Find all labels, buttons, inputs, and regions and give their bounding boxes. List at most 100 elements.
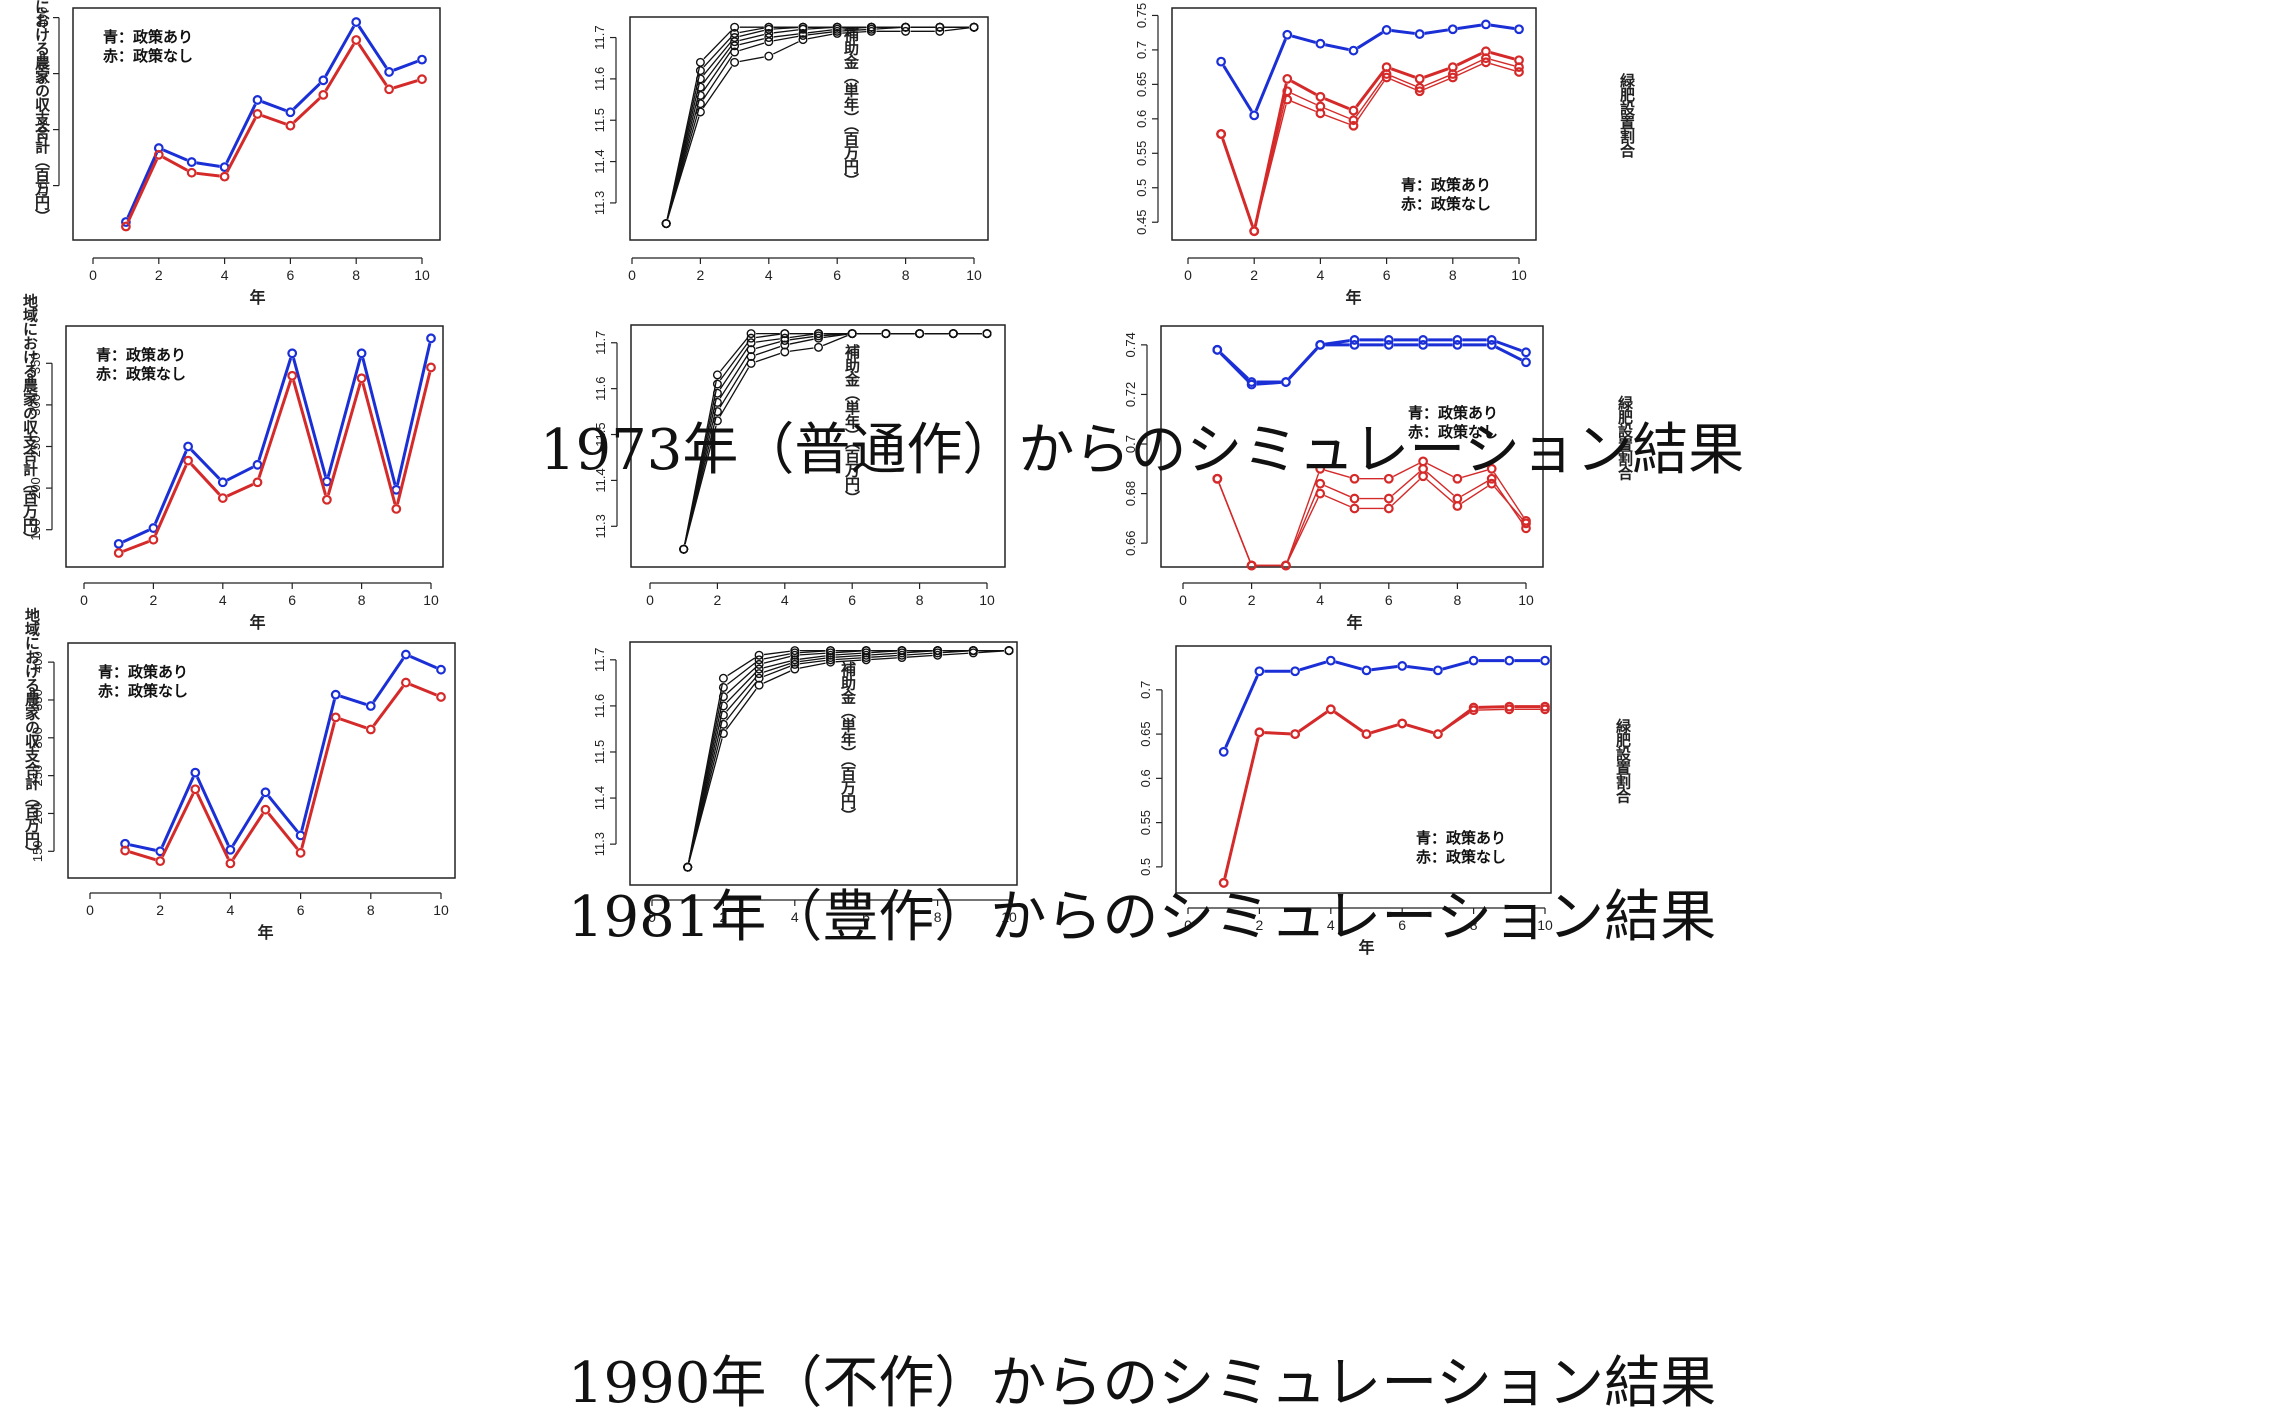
data-point <box>1468 705 1479 716</box>
series-line-segment <box>1493 472 1524 518</box>
data-point <box>1514 62 1524 73</box>
series-line-segment <box>1290 79 1317 96</box>
series-line-segment <box>1490 58 1515 67</box>
series-line-segment <box>1495 340 1522 353</box>
data-point <box>982 329 992 339</box>
x-tick-label: 4 <box>219 592 227 608</box>
y-tick-label: 11.4 <box>593 468 608 492</box>
data-point <box>1315 488 1326 499</box>
data-point <box>712 407 722 417</box>
y-tick-label: 11.7 <box>592 25 607 49</box>
data-point <box>780 335 790 345</box>
data-point <box>1418 471 1428 482</box>
data-point <box>365 724 376 735</box>
series-line-segment <box>122 540 150 553</box>
series-line-segment <box>978 650 1005 654</box>
data-point <box>401 649 411 660</box>
series-line-segment <box>129 850 156 862</box>
series-line-segment <box>739 56 764 63</box>
data-point <box>120 221 131 232</box>
series-line-segment <box>1494 487 1524 521</box>
data-point <box>754 650 764 660</box>
series-line-segment <box>1392 463 1419 478</box>
data-point <box>1514 24 1524 35</box>
data-point <box>1504 655 1515 666</box>
data-point <box>153 149 164 160</box>
data-point <box>260 787 271 798</box>
data-point <box>881 329 891 339</box>
series-line-segment <box>1390 75 1416 87</box>
series-line-segment <box>906 652 933 656</box>
data-point <box>1348 120 1359 131</box>
x-tick-label: 8 <box>352 267 360 283</box>
data-point <box>948 329 958 339</box>
data-point <box>217 493 228 503</box>
series-line-segment <box>726 662 756 685</box>
series-line-segment <box>1222 138 1254 227</box>
x-tick-label: 10 <box>1001 909 1017 925</box>
series-line-segment <box>326 357 362 478</box>
data-point <box>1414 29 1425 39</box>
x-tick-label: 8 <box>1449 267 1457 283</box>
data-point <box>225 858 236 869</box>
y-tick-label: 11.3 <box>592 832 607 856</box>
series-line-segment <box>755 338 780 343</box>
data-point <box>1418 335 1428 345</box>
series-black-4 <box>683 646 1014 872</box>
y-tick-label: 11.5 <box>593 422 608 446</box>
data-point <box>1432 729 1443 739</box>
x-tick-label: 8 <box>358 592 366 608</box>
series-line-segment <box>789 338 814 345</box>
y-axis-label: 地域における農家の収支合計（百万円） <box>21 293 39 546</box>
series-blue-0 <box>120 17 427 227</box>
data-point <box>356 373 367 384</box>
series-line-segment <box>226 482 254 498</box>
data-point <box>695 74 705 84</box>
data-point <box>790 659 800 669</box>
legend-with-policy: 青：政策あり <box>1408 404 1498 422</box>
data-point <box>754 655 764 665</box>
y-tick-label: 0.55 <box>1138 810 1153 835</box>
x-tick-label: 2 <box>150 592 158 608</box>
y-tick-label: 11.3 <box>593 514 608 538</box>
series-line-segment <box>719 367 750 417</box>
series-line-segment <box>822 334 848 347</box>
series-line-segment <box>1286 473 1320 562</box>
data-point <box>1383 503 1394 514</box>
series-line-segment <box>1392 471 1420 496</box>
series-line-segment <box>1427 463 1454 478</box>
series-line-segment <box>1219 352 1250 383</box>
data-point <box>780 329 790 339</box>
y-tick-label: 11.6 <box>593 376 608 400</box>
series-line-segment <box>835 657 862 661</box>
data-point <box>1452 335 1463 345</box>
series-line-segment <box>719 346 749 390</box>
legend-without-policy: 赤：政策なし <box>1408 423 1498 441</box>
x-tick-label: 10 <box>979 592 995 608</box>
series-line-segment <box>1426 478 1455 504</box>
series-line-segment <box>1324 485 1351 498</box>
data-point <box>861 655 871 665</box>
series-red-4 <box>1212 471 1531 571</box>
y-tick-label: 0.68 <box>1123 481 1138 506</box>
data-point <box>260 804 271 815</box>
series-line-segment <box>1490 23 1515 30</box>
data-point <box>1397 661 1408 671</box>
plot-frame <box>1160 325 1544 568</box>
data-point <box>746 333 756 343</box>
y-tick-label: 0.74 <box>1123 332 1138 357</box>
y-tick-label: 300 <box>28 394 43 416</box>
data-point <box>1447 69 1458 79</box>
y-axis-label: 緑肥設置割合 <box>1614 718 1632 805</box>
data-point <box>746 345 756 355</box>
data-point <box>1282 73 1293 84</box>
series-blue-0 <box>1218 655 1550 757</box>
data-point <box>1212 473 1223 484</box>
x-tick-label: 10 <box>1511 267 1527 283</box>
series-line-segment <box>1461 480 1488 497</box>
series-line-segment <box>702 49 733 92</box>
y-tick-label: 0.65 <box>1134 72 1149 97</box>
legend-with-policy: 青：政策あり <box>103 28 193 46</box>
series-line-segment <box>1324 114 1350 125</box>
series-line-segment <box>395 342 432 486</box>
